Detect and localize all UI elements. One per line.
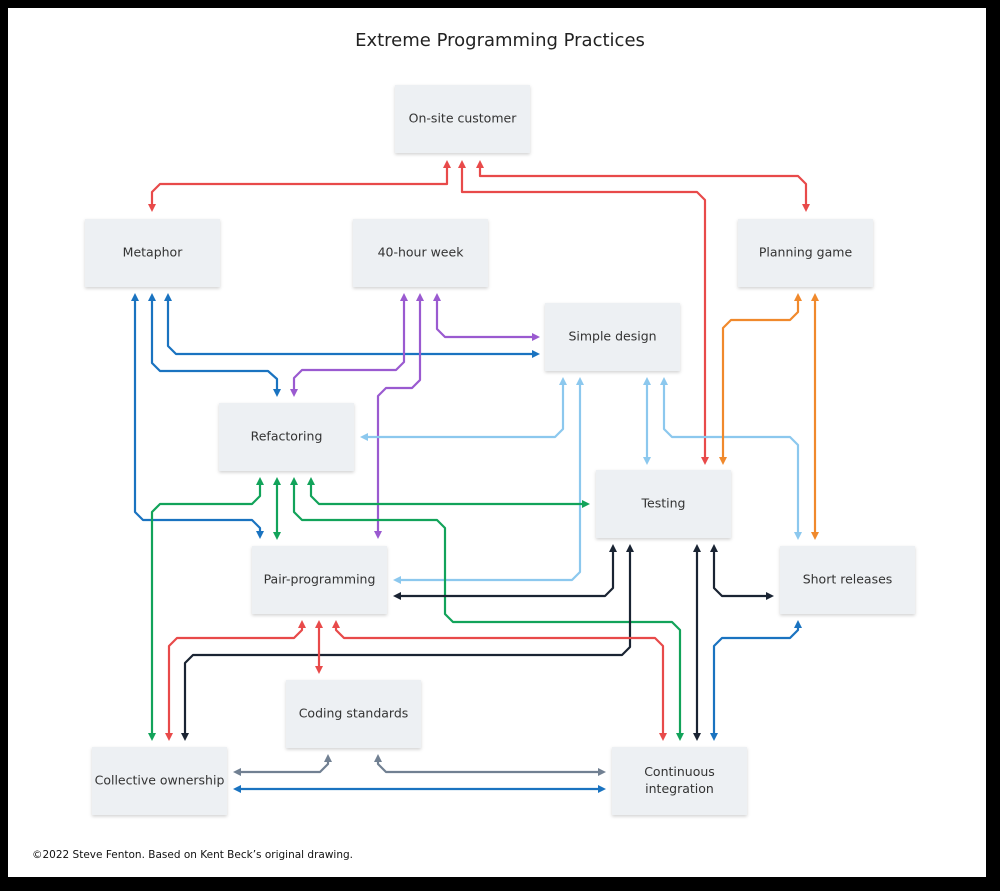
connector-coding-collective [233,754,332,776]
connector-week-simple [433,293,540,341]
node-box [353,219,488,287]
connector-coding-ci [374,754,606,776]
node-label: Metaphor [123,245,184,260]
node-box [85,219,220,287]
connector-week-refactoring [290,293,408,397]
node-box [596,470,731,538]
node-label: Short releases [803,572,893,587]
connector-planning-short [811,293,819,540]
node-label: Refactoring [251,429,323,444]
node-coding: Coding standards [286,680,421,748]
diagram-title: Extreme Programming Practices [355,30,645,51]
connector-collective-ci [233,785,606,793]
connector-simple-pair [393,377,584,584]
connector-pair-collective [165,620,306,741]
connector-refactoring-testing [307,477,590,508]
connector-week-pair [374,293,424,539]
node-box [738,219,873,287]
node-onsite: On-site customer [395,85,530,153]
connector-short-ci [710,620,802,741]
node-box [252,546,387,614]
node-planning: Planning game [738,219,873,287]
node-box [612,747,747,815]
connector-onsite-metaphor [148,160,451,212]
node-simple: Simple design [545,303,680,371]
connector-refactoring-pair [273,477,281,540]
connector-simple-refactoring [360,377,567,441]
node-label: Coding standards [299,706,409,721]
node-metaphor: Metaphor [85,219,220,287]
node-label: integration [645,781,714,796]
node-label: Pair-programming [264,572,376,587]
connector-metaphor-pair [131,293,264,539]
copyright-footer: ©2022 Steve Fenton. Based on Kent Beck’s… [32,849,354,861]
node-box [780,546,915,614]
connector-metaphor-simple [164,293,540,358]
node-box [286,680,421,748]
node-box [92,747,227,815]
connector-onsite-testing [458,160,709,465]
node-label: Simple design [568,329,656,344]
node-label: 40-hour week [378,245,465,260]
node-week: 40-hour week [353,219,488,287]
node-ci: Continuous integration [612,747,747,815]
node-box [545,303,680,371]
connectors [131,160,819,793]
node-label: Collective ownership [95,773,225,788]
connector-testing-ci [693,544,701,741]
connector-testing-pair [393,544,617,600]
node-pair: Pair-programming [252,546,387,614]
connector-onsite-planning [476,160,810,212]
connector-pair-ci [332,620,667,741]
node-box [219,403,354,471]
connector-testing-collective [181,544,634,741]
connector-metaphor-refactoring [148,293,281,397]
node-collective: Collective ownership [92,747,227,815]
connector-pair-coding [315,620,323,674]
node-label: Planning game [759,245,853,260]
connector-testing-short [710,544,774,600]
node-short: Short releases [780,546,915,614]
node-testing: Testing [596,470,731,538]
node-refactoring: Refactoring [219,403,354,471]
node-box [395,85,530,153]
node-label: Testing [641,496,686,511]
connector-simple-short [660,377,802,540]
connector-planning-testing [719,293,802,465]
node-label: Continuous [644,764,715,779]
connector-refactoring-collective [148,477,264,741]
connector-simple-testing [643,377,651,465]
connector-refactoring-ci [290,477,684,741]
nodes: On-site customer Metaphor 40-hour week Plan… [85,85,915,815]
node-label: On-site customer [409,111,518,126]
